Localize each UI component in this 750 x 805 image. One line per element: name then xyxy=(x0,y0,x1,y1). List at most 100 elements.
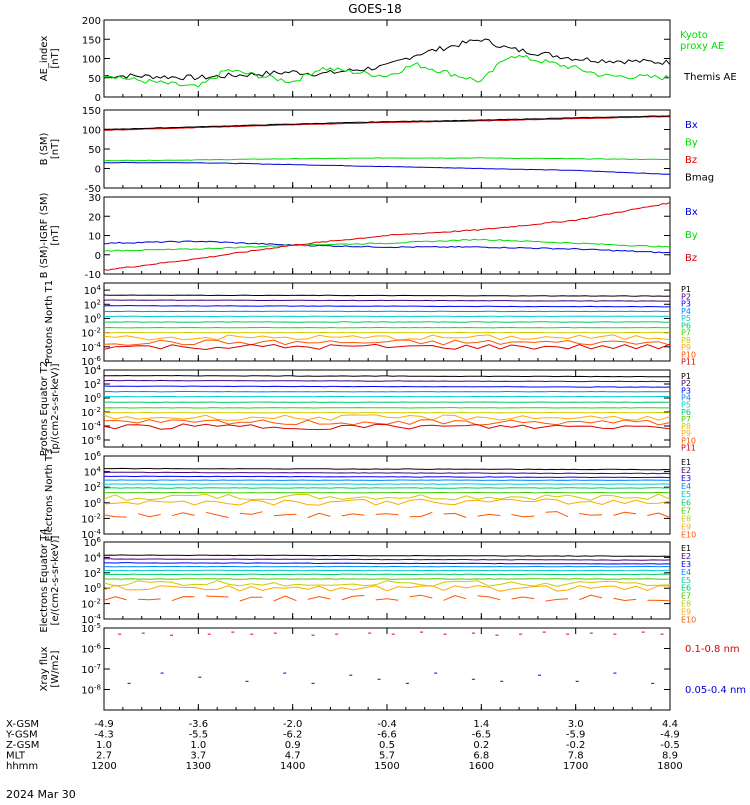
y-tick-label: 0 xyxy=(95,165,101,176)
footer-value: 1500 xyxy=(374,761,399,772)
channel-segment xyxy=(444,513,467,517)
channel-segment xyxy=(104,515,127,517)
plot-title: GOES-18 xyxy=(348,2,402,16)
channel-line xyxy=(104,494,670,500)
channel-label: P11 xyxy=(681,444,696,453)
y-axis-label: Electrons North T3 xyxy=(44,448,55,541)
y-tick-label: 0 xyxy=(95,251,101,262)
footer-value: -4.3 xyxy=(94,730,114,741)
y-tick-label: 10-5 xyxy=(81,622,101,635)
footer-value: -3.6 xyxy=(189,719,209,730)
series-line xyxy=(104,39,670,80)
y-tick-label: 100 xyxy=(82,126,101,137)
channel-segment xyxy=(512,515,535,517)
y-tick-label: 102 xyxy=(84,567,101,580)
footer-value: 1.4 xyxy=(473,719,489,730)
footer-value: -5.5 xyxy=(189,730,209,741)
y-axis-label: AE_index xyxy=(39,36,50,82)
y-tick-label: 104 xyxy=(84,364,102,377)
legend-label: By xyxy=(685,230,698,241)
footer-value: 3.0 xyxy=(568,719,584,730)
y-tick-label: 10-8 xyxy=(81,684,101,697)
y-tick-label: 100 xyxy=(84,312,101,325)
channel-segment xyxy=(579,514,602,516)
y-tick-label: 20 xyxy=(88,212,101,223)
footer-value: 0.2 xyxy=(473,740,489,751)
y-tick-label: 10-2 xyxy=(81,598,101,611)
footer-value: 0.9 xyxy=(285,740,301,751)
panel-frame xyxy=(104,628,670,710)
channel-segment xyxy=(206,512,229,517)
channel-line xyxy=(104,340,670,345)
channel-line xyxy=(104,420,670,425)
channel-segment xyxy=(613,598,636,600)
channel-line xyxy=(104,476,670,478)
legend-label: proxy AE xyxy=(680,41,724,52)
y-axis-label: [nT] xyxy=(50,139,61,159)
channel-line xyxy=(104,386,670,387)
legend-label: Bz xyxy=(685,155,697,166)
channel-line xyxy=(104,380,670,381)
channel-segment xyxy=(647,513,670,518)
channel-segment xyxy=(342,596,365,600)
footer-value: 1400 xyxy=(280,761,305,772)
panel-data xyxy=(118,632,663,683)
channel-line xyxy=(104,480,670,481)
channel-segment xyxy=(240,512,263,515)
footer-value: -6.6 xyxy=(377,730,397,741)
y-tick-label: 100 xyxy=(82,55,101,66)
y-tick-label: 104 xyxy=(84,551,102,564)
y-axis-label: [p/(cm2-s-sr-keV)] xyxy=(50,363,61,453)
channel-line xyxy=(104,559,670,560)
y-axis-label: [nT] xyxy=(50,48,61,68)
y-axis-label: [nT] xyxy=(50,225,61,245)
footer-value: 0.5 xyxy=(379,740,395,751)
footer-value: -4.9 xyxy=(94,719,114,730)
channel-line xyxy=(104,468,670,470)
footer-value: -0.5 xyxy=(660,740,680,751)
channel-segment xyxy=(172,513,195,516)
footer-value: -0.2 xyxy=(566,740,586,751)
channel-segment xyxy=(104,597,127,601)
channel-line xyxy=(104,376,670,377)
y-tick-label: 10-2 xyxy=(81,512,101,525)
channel-segment xyxy=(274,596,297,601)
y-tick-label: 50 xyxy=(88,74,101,85)
y-tick-label: 30 xyxy=(88,193,101,204)
legend-label: 0.1-0.8 nm xyxy=(685,644,740,655)
footer-value: 3.7 xyxy=(190,751,206,762)
channel-segment xyxy=(206,596,229,597)
y-tick-label: 106 xyxy=(84,450,102,463)
footer-value: 4.7 xyxy=(285,751,301,762)
channel-label: E10 xyxy=(681,531,696,540)
y-tick-label: 150 xyxy=(82,106,101,117)
channel-segment xyxy=(478,514,501,516)
channel-segment xyxy=(613,512,636,515)
channel-segment xyxy=(342,514,365,516)
channel-segment xyxy=(512,597,535,599)
channel-segment xyxy=(138,599,161,600)
y-axis-label: [e/(cm2-s-sr-keV)] xyxy=(50,535,61,625)
footer-row-label: Y-GSM xyxy=(5,730,38,741)
series-line xyxy=(104,162,670,174)
legend-label: By xyxy=(685,138,698,149)
channel-segment xyxy=(138,514,161,517)
panel-data xyxy=(104,202,670,270)
channel-segment xyxy=(546,512,569,517)
footer-value: -4.9 xyxy=(660,730,680,741)
footer-value: -5.9 xyxy=(566,730,586,741)
y-axis-label: Electrons Equator T4 xyxy=(39,528,50,632)
y-tick-label: 106 xyxy=(84,536,102,549)
y-axis-label: Xray flux xyxy=(39,647,50,692)
footer-value: 2.7 xyxy=(96,751,112,762)
series-line xyxy=(104,55,670,87)
series-line xyxy=(104,117,670,131)
y-tick-label: 200 xyxy=(82,16,101,27)
